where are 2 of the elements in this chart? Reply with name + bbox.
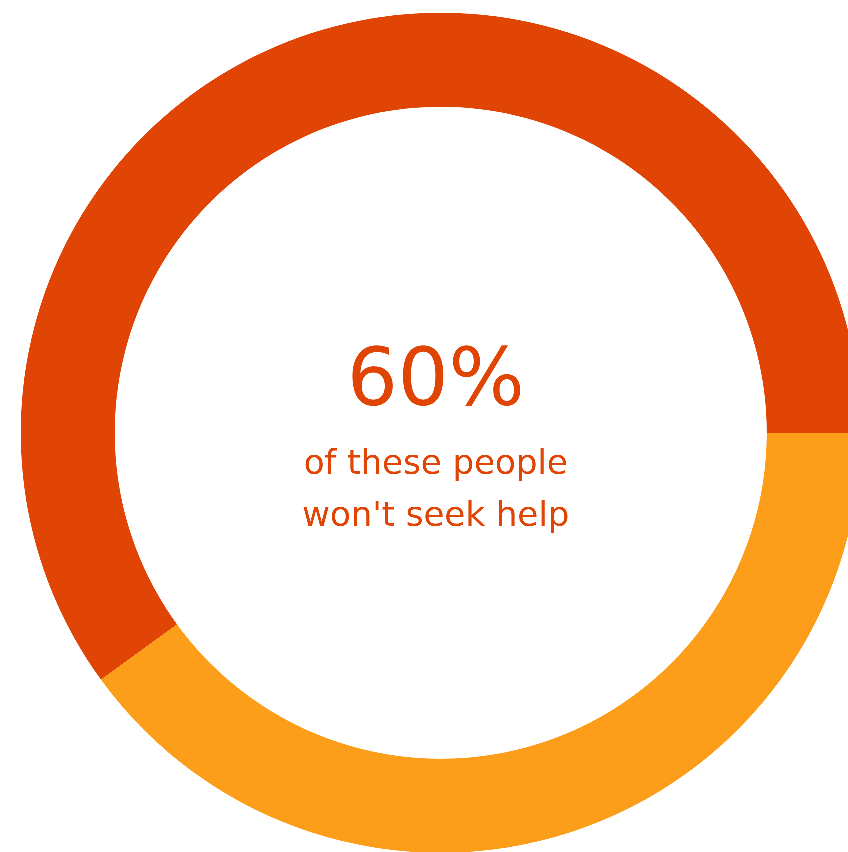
text: of these people won't seek help xyxy=(302,443,570,535)
text: 60% xyxy=(347,331,525,424)
